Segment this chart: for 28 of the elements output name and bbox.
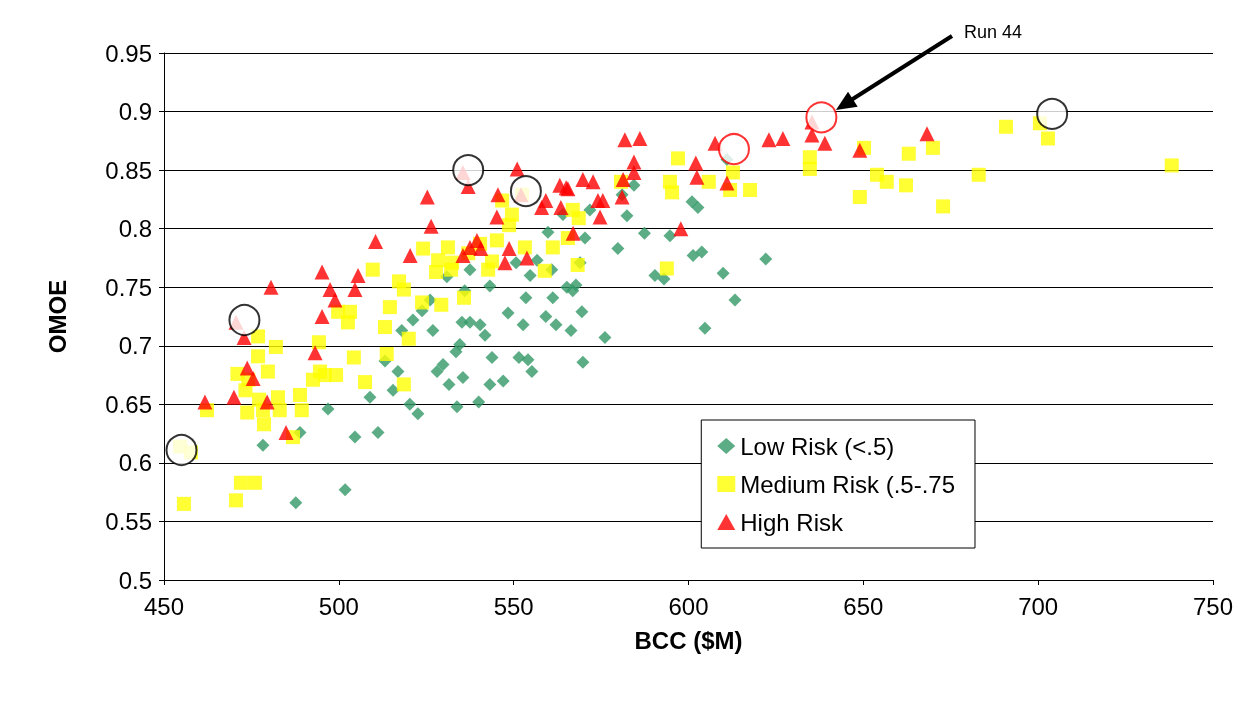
y-tick-label: 0.65 [105,390,152,418]
y-tick-label: 0.5 [118,566,152,594]
x-tick-label: 700 [1018,592,1059,620]
point [717,133,750,166]
y-tick-label: 0.85 [105,156,152,184]
y-tick-label: 0.9 [118,98,152,126]
y-tick-label: 0.7 [118,332,152,360]
x-tick-label: 750 [1192,592,1234,620]
point [805,101,838,134]
x-tick-label: 500 [318,592,359,620]
x-tick-label: 550 [493,592,534,620]
y-tick-label: 0.95 [105,39,152,67]
text: Run 44 [964,22,1023,42]
legend-label: Low Risk (<.5) [740,432,895,460]
y-axis-title: OMOE [43,279,71,354]
x-axis-title: BCC ($M) [634,626,743,654]
legend-label: High Risk [740,508,844,536]
y-tick-label: 0.6 [118,449,152,477]
legend-label: Medium Risk (.5-.75 [740,470,956,498]
x-tick-label: 600 [668,592,709,620]
x-tick-label: 650 [843,592,884,620]
y-tick-label: 0.8 [118,215,152,243]
y-tick-label: 0.75 [105,273,152,301]
point [509,175,542,208]
y-tick-label: 0.55 [105,507,152,535]
point [228,304,261,336]
point [165,434,198,466]
x-tick-label: 450 [143,592,185,620]
